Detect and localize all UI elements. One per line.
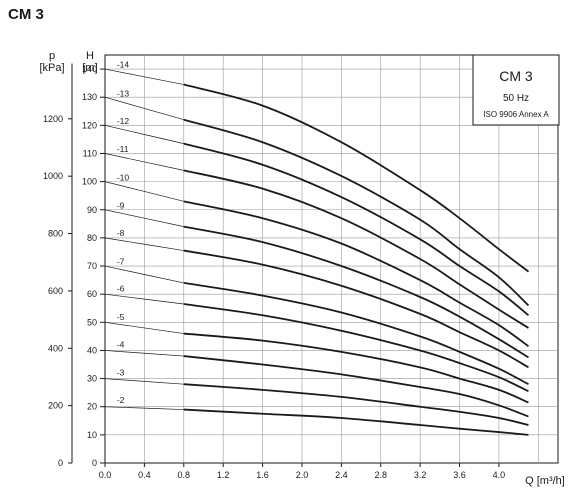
y-head-tick-label: 110 <box>83 148 97 158</box>
labels: 0.0 0.4 0.8 1.2 1.6 2.0 2.4 2.8 3.2 3.6 4.0 0 10 20 30… <box>43 59 505 480</box>
x-tick-label: 1.6 <box>256 470 269 480</box>
x-tick-label: 0.8 <box>178 470 191 480</box>
series-label: -8 <box>117 228 125 238</box>
y-pressure-tick-label: 1000 <box>43 171 63 181</box>
series-leader-line <box>104 181 184 202</box>
series-label: -10 <box>117 173 130 183</box>
y-head-tick-label: 30 <box>87 374 97 384</box>
series-curve <box>183 225 529 359</box>
x-tick-label: 3.2 <box>414 470 427 480</box>
y-head-tick-label: 70 <box>87 261 97 271</box>
y-axis-head-unit: [m] <box>82 62 97 74</box>
series-curve <box>183 332 529 404</box>
x-tick-label: 0.4 <box>138 470 151 480</box>
x-axis-label: Q [m³/h] <box>525 475 565 487</box>
series-label: -5 <box>117 312 125 322</box>
y-axis-pressure-symbol: p <box>49 50 55 62</box>
y-pressure-tick-label: 0 <box>58 458 63 468</box>
series-curve <box>183 169 529 329</box>
x-tick-label: 4.0 <box>493 470 506 480</box>
y-head-tick-label: 50 <box>87 317 97 327</box>
series-leader-line <box>104 237 184 251</box>
chart-box-subtitle: 50 Hz <box>503 93 529 104</box>
series-leader-line <box>104 406 184 410</box>
y-head-tick-label: 20 <box>87 402 97 412</box>
x-tick-label: 1.2 <box>217 470 230 480</box>
series-label: -2 <box>117 395 125 405</box>
series-leader-line <box>104 378 184 385</box>
series-label: -12 <box>117 116 130 126</box>
y-head-tick-label: 40 <box>87 345 97 355</box>
y-pressure-tick-label: 1200 <box>43 114 63 124</box>
series-curve <box>183 83 530 273</box>
y-head-tick-label: 130 <box>82 92 97 102</box>
series-leader-line <box>104 124 184 144</box>
chart-box-standard: ISO 9906 Annex A <box>483 110 549 119</box>
series-leader-line <box>104 350 184 357</box>
chart-legend-box: CM 3 50 Hz ISO 9906 Annex A <box>472 54 560 126</box>
series-label: -4 <box>117 339 125 349</box>
curves <box>104 68 530 436</box>
y-pressure-tick-label: 200 <box>48 401 63 411</box>
series-curve <box>183 249 529 369</box>
series-label: -9 <box>117 200 125 210</box>
series-label: -14 <box>117 59 130 69</box>
chart-box-title: CM 3 <box>499 68 533 84</box>
series-curve <box>183 118 530 307</box>
y-head-tick-label: 90 <box>87 205 97 215</box>
y-head-tick-label: 140 <box>82 64 97 74</box>
series-leader-line <box>104 321 184 334</box>
series-leader-line <box>104 68 184 85</box>
axes <box>68 63 500 467</box>
page-title: CM 3 <box>8 6 44 23</box>
series-label: -7 <box>117 257 125 267</box>
y-head-tick-label: 120 <box>82 120 97 130</box>
y-pressure-tick-label: 400 <box>48 343 63 353</box>
series-leader-line <box>104 153 184 171</box>
series-curve <box>183 408 529 436</box>
series-label: -11 <box>117 144 129 154</box>
plot-frame <box>104 54 559 464</box>
series-leader-line <box>104 293 184 305</box>
x-tick-label: 0.0 <box>99 470 112 480</box>
x-tick-label: 3.6 <box>453 470 466 480</box>
y-head-tick-label: 10 <box>87 430 97 440</box>
series-curve <box>183 355 529 418</box>
x-tick-label: 2.8 <box>374 470 387 480</box>
series-curve <box>183 303 529 393</box>
series-label: -3 <box>117 367 125 377</box>
y-head-tick-label: 0 <box>92 458 97 468</box>
series-curve <box>183 200 529 347</box>
y-head-tick-label: 80 <box>87 233 97 243</box>
y-head-tick-label: 60 <box>87 289 97 299</box>
series-label: -6 <box>117 284 125 294</box>
y-axis-head-symbol: H <box>86 50 94 62</box>
series-label: -13 <box>117 89 130 99</box>
series-leader-line <box>104 209 184 227</box>
series-curve <box>183 142 530 316</box>
y-pressure-tick-label: 600 <box>48 286 63 296</box>
y-head-tick-label: 100 <box>82 177 97 187</box>
y-axis-pressure-unit: [kPa] <box>39 62 64 74</box>
series-curve <box>183 383 529 426</box>
x-tick-label: 2.0 <box>296 470 309 480</box>
series-leader-line <box>104 265 184 284</box>
series-leader-line <box>104 96 184 121</box>
y-pressure-tick-label: 800 <box>48 229 63 239</box>
x-tick-label: 2.4 <box>335 470 348 480</box>
series-curve <box>183 282 529 386</box>
